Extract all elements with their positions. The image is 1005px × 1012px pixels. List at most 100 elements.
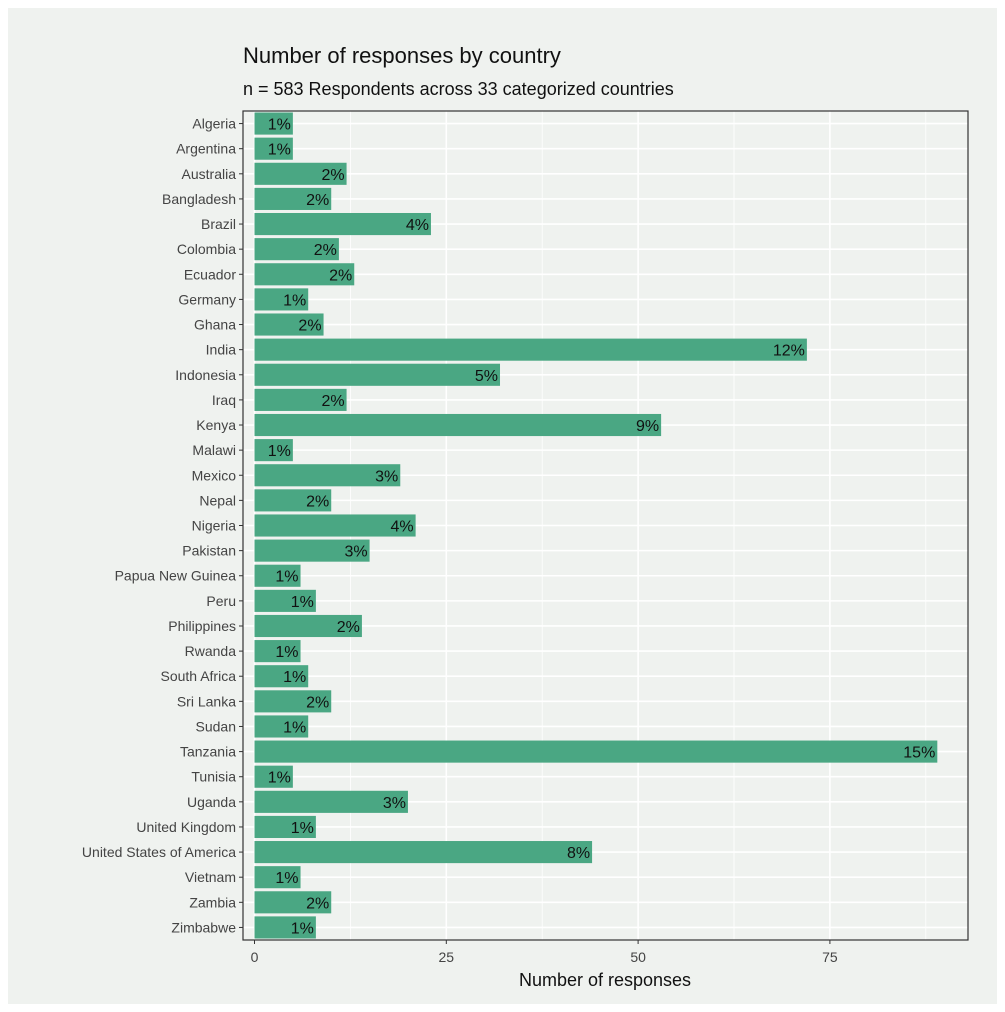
x-axis-title: Number of responses [519,970,691,990]
bar [254,815,316,839]
x-tick-label: 50 [630,949,646,965]
category-label: Indonesia [175,367,236,383]
category-label: Australia [182,166,237,182]
bar [254,413,662,437]
bar [254,313,324,336]
data-label: 1% [283,669,306,686]
category-label: Vietnam [185,869,236,885]
data-label: 2% [321,167,344,184]
x-tick-label: 25 [439,949,455,965]
bar [254,464,401,487]
category-label: Zambia [189,894,236,910]
category-label: Sri Lanka [177,693,236,709]
bar [254,238,339,261]
bar [254,514,416,537]
data-label: 1% [283,292,306,309]
data-label: 5% [475,368,498,385]
data-label: 2% [306,192,329,209]
bar [254,614,362,638]
bar [254,439,293,462]
bar-chart: Number of responses by country n = 583 R… [82,43,969,990]
category-label: Sudan [196,718,236,734]
category-label: United States of America [82,844,236,860]
data-label: 1% [268,142,291,159]
bar [254,891,332,914]
data-label: 1% [268,770,291,787]
bar [254,288,309,311]
data-label: 2% [329,267,352,284]
category-label: Rwanda [185,643,237,659]
data-label: 1% [268,443,291,460]
category-label: Brazil [201,216,236,232]
bar [254,765,293,788]
bar [254,740,938,763]
category-label: Ecuador [184,266,236,282]
data-label: 1% [275,644,298,661]
category-label: Algeria [192,116,236,132]
category-label: Iraq [212,392,236,408]
category-label: Nepal [199,492,236,508]
bar [254,162,347,185]
data-label: 2% [306,895,329,912]
bar [254,790,408,813]
bar [254,665,309,688]
data-label: 2% [321,393,344,410]
data-label: 1% [275,569,298,586]
data-label: 8% [567,845,590,862]
bar [254,363,501,386]
x-tick-label: 75 [822,949,838,965]
bar [254,137,293,160]
data-label: 3% [383,795,406,812]
data-label: 3% [344,544,367,561]
data-label: 9% [636,418,659,435]
bar [254,263,355,286]
bar [254,388,347,411]
bar [254,916,316,939]
bar [254,564,301,587]
data-label: 3% [375,468,398,485]
category-label: Mexico [192,467,237,483]
category-label: Tunisia [191,769,236,785]
data-label: 4% [390,519,413,536]
category-label: Argentina [176,141,236,157]
data-label: 2% [337,619,360,636]
bar [254,112,293,135]
category-label: Germany [178,291,236,307]
bar [254,212,431,236]
category-label: Papua New Guinea [115,568,237,584]
x-tick-label: 0 [251,949,259,965]
data-label: 1% [291,920,314,937]
data-label: 15% [903,745,935,762]
category-label: Ghana [194,317,236,333]
bar [254,841,593,864]
category-label: Peru [206,593,236,609]
plot-area: 1%1%2%2%4%2%2%1%2%12%5%2%9%1%3%2%4%3%1%1… [82,110,969,965]
category-label: Bangladesh [162,191,236,207]
data-label: 2% [314,242,337,259]
category-label: Nigeria [192,518,237,534]
chart-subtitle: n = 583 Respondents across 33 categorize… [243,79,674,99]
data-label: 2% [306,694,329,711]
bar [254,690,332,713]
bar [254,866,301,889]
data-label: 2% [306,493,329,510]
bar [254,640,301,663]
data-label: 1% [291,820,314,837]
category-label: India [206,342,237,358]
category-label: Malawi [192,442,236,458]
category-label: Colombia [177,241,236,257]
data-label: 1% [275,870,298,887]
category-label: Tanzania [180,744,236,760]
bar [254,589,316,612]
data-label: 12% [773,343,805,360]
category-label: Kenya [196,417,236,433]
bar [254,187,332,210]
bar [254,715,309,738]
bar [254,338,807,361]
category-label: Uganda [187,794,236,810]
data-label: 2% [298,318,321,335]
category-label: United Kingdom [136,819,236,835]
chart-title: Number of responses by country [243,43,561,68]
chart-panel: Number of responses by country n = 583 R… [8,8,997,1004]
